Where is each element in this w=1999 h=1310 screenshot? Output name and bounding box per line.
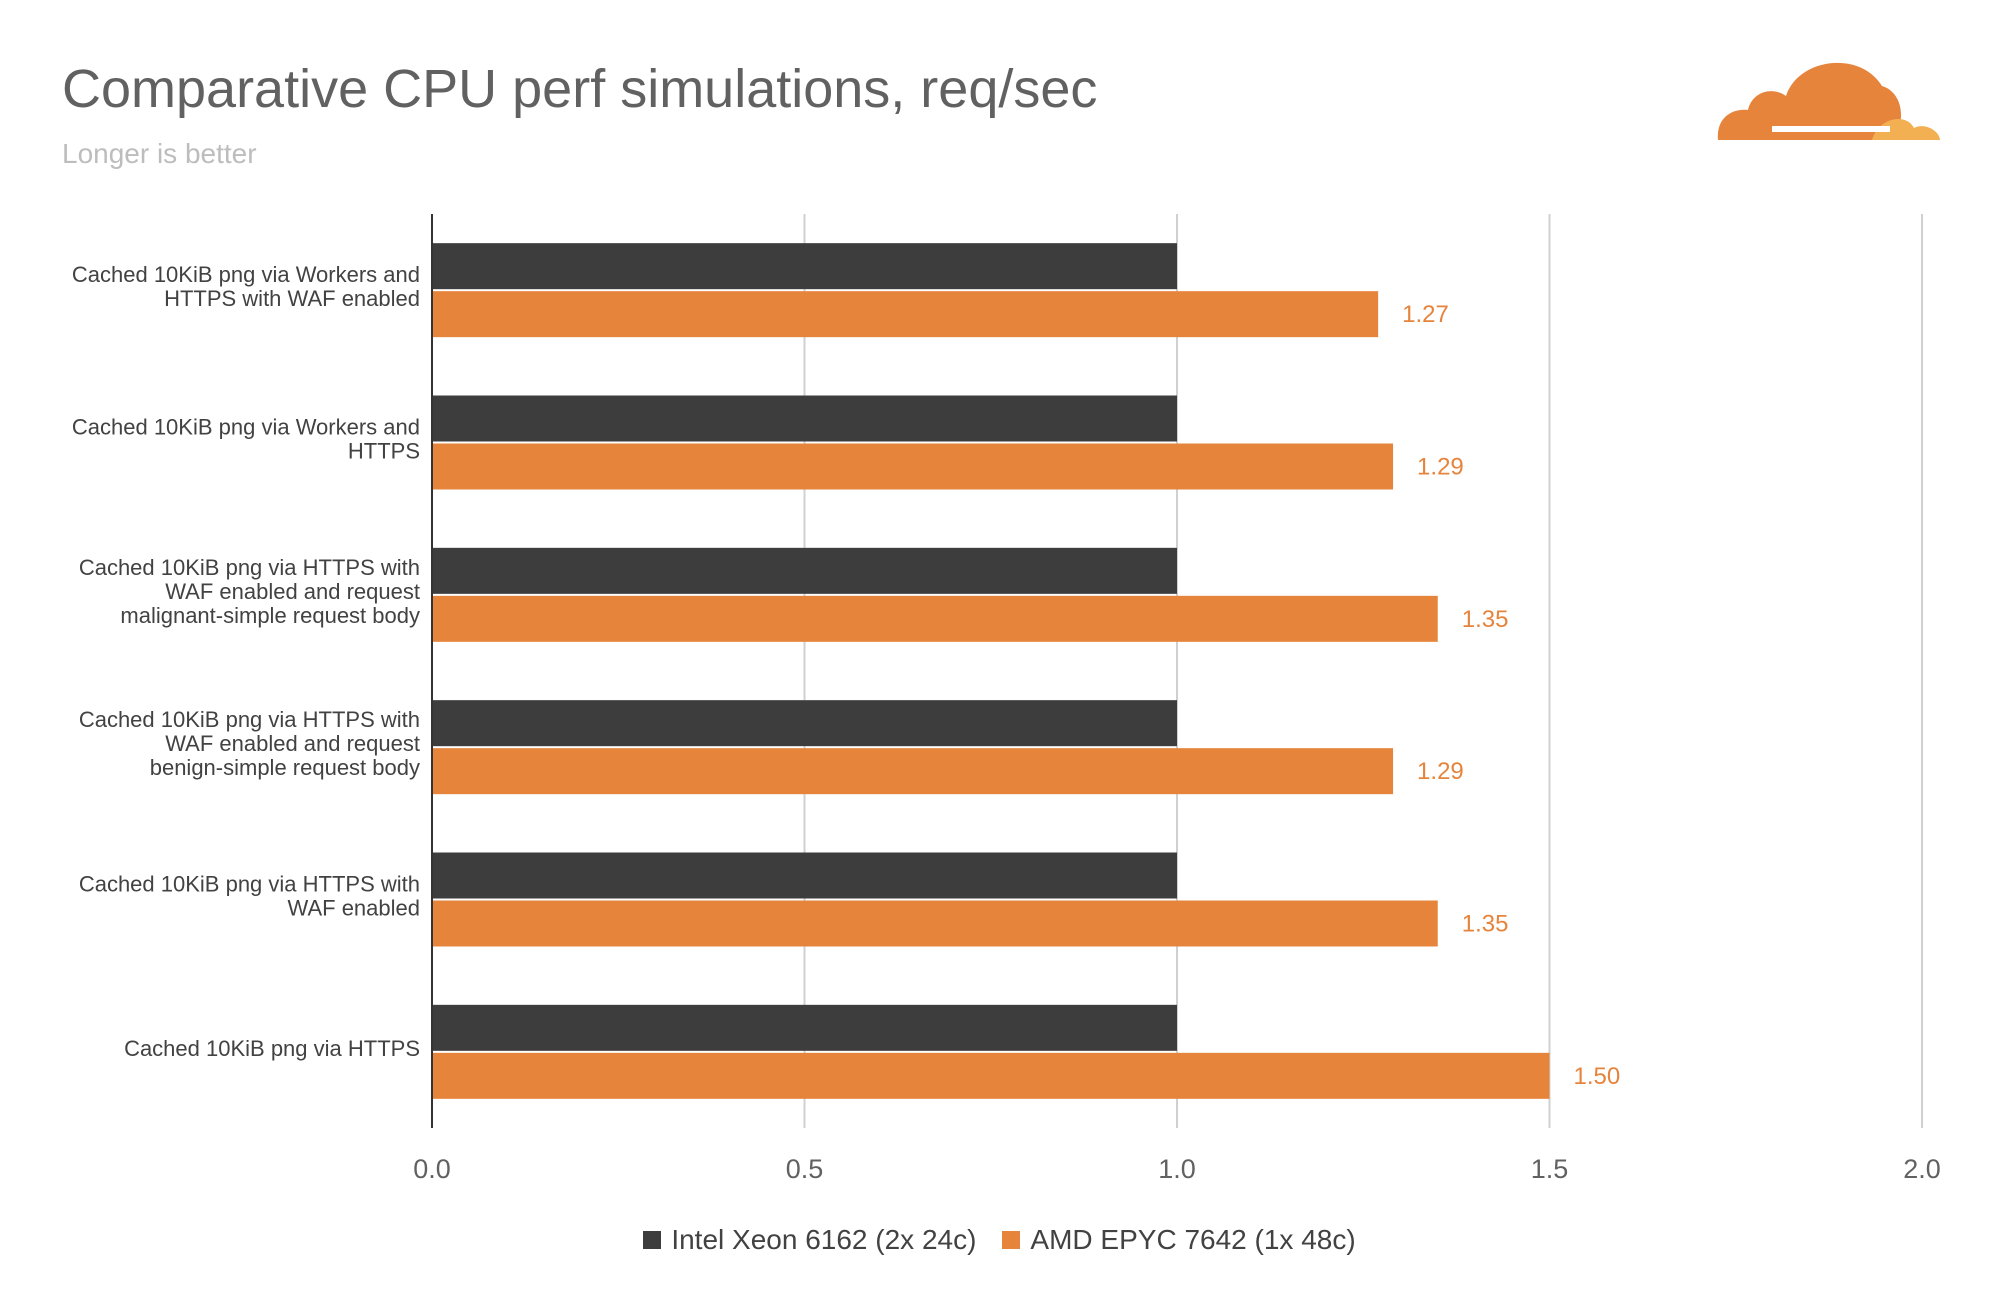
- bar-intel: [432, 395, 1177, 442]
- bar-amd: [432, 595, 1438, 642]
- bar-intel: [432, 547, 1177, 594]
- category-label-line: Cached 10KiB png via Workers and: [72, 262, 420, 287]
- bar-amd: [432, 748, 1394, 795]
- bar-amd: [432, 900, 1438, 947]
- category-label-line: Cached 10KiB png via HTTPS with: [79, 707, 420, 732]
- category-label: Cached 10KiB png via HTTPS with WAF enabl…: [79, 707, 420, 780]
- legend-item-amd: AMD EPYC 7642 (1x 48c): [1002, 1224, 1356, 1256]
- category-label: Cached 10KiB png via Workers and HTTPS: [72, 415, 420, 464]
- bar-intel: [432, 852, 1177, 899]
- category-label-line: Cached 10KiB png via Workers and: [72, 415, 420, 440]
- cloud-logo-icon: [1710, 38, 1940, 153]
- legend-label-intel: Intel Xeon 6162 (2x 24c): [671, 1224, 977, 1255]
- x-tick-label: 2.0: [1903, 1154, 1941, 1184]
- data-label: 1.29: [1417, 454, 1464, 481]
- category-label: Cached 10KiB png via HTTPS with WAF enabl…: [79, 872, 420, 921]
- cloud-logo-accent-shape: [1872, 118, 1940, 140]
- legend: Intel Xeon 6162 (2x 24c) AMD EPYC 7642 (…: [0, 1224, 1999, 1256]
- bar-intel: [432, 1004, 1177, 1051]
- legend-label-amd: AMD EPYC 7642 (1x 48c): [1030, 1224, 1356, 1255]
- category-label: Cached 10KiB png via Workers and HTTPS wi…: [72, 262, 420, 311]
- data-label: 1.35: [1462, 911, 1509, 938]
- category-label-line: malignant-simple request body: [120, 603, 420, 628]
- legend-item-intel: Intel Xeon 6162 (2x 24c): [643, 1224, 976, 1256]
- data-label: 1.27: [1402, 301, 1449, 328]
- bar-intel: [432, 700, 1177, 747]
- data-label: 1.35: [1462, 606, 1509, 633]
- legend-swatch-intel: [643, 1231, 662, 1249]
- x-tick-label: 0.0: [413, 1154, 451, 1184]
- category-label-line: HTTPS: [348, 439, 420, 464]
- category-label-line: Cached 10KiB png via HTTPS with: [79, 555, 420, 580]
- chart-subtitle: Longer is better: [62, 138, 257, 169]
- category-label-line: Cached 10KiB png via HTTPS: [124, 1036, 420, 1061]
- cloud-logo-main-shape: [1717, 62, 1902, 140]
- x-tick-label: 1.0: [1158, 1154, 1196, 1184]
- category-label-line: WAF enabled and request: [165, 579, 420, 604]
- bar-amd: [432, 291, 1379, 338]
- x-tick-label: 1.5: [1531, 1154, 1569, 1184]
- category-label: Cached 10KiB png via HTTPS: [124, 1036, 420, 1061]
- data-label: 1.50: [1574, 1063, 1621, 1090]
- chart-title: Comparative CPU perf simulations, req/se…: [62, 59, 1098, 119]
- category-label-line: benign-simple request body: [150, 755, 420, 780]
- category-label-line: WAF enabled: [288, 896, 420, 921]
- bar-intel: [432, 243, 1177, 290]
- x-tick-label: 0.5: [786, 1154, 824, 1184]
- category-label-line: Cached 10KiB png via HTTPS with: [79, 872, 420, 897]
- category-label-line: WAF enabled and request: [165, 731, 420, 756]
- bar-amd: [432, 1052, 1550, 1099]
- category-label-line: HTTPS with WAF enabled: [164, 286, 420, 311]
- legend-swatch-amd: [1002, 1231, 1021, 1249]
- data-label: 1.29: [1417, 758, 1464, 785]
- category-label: Cached 10KiB png via HTTPS with WAF enabl…: [79, 555, 420, 628]
- bar-amd: [432, 443, 1394, 490]
- cloud-logo-stripe: [1772, 126, 1890, 132]
